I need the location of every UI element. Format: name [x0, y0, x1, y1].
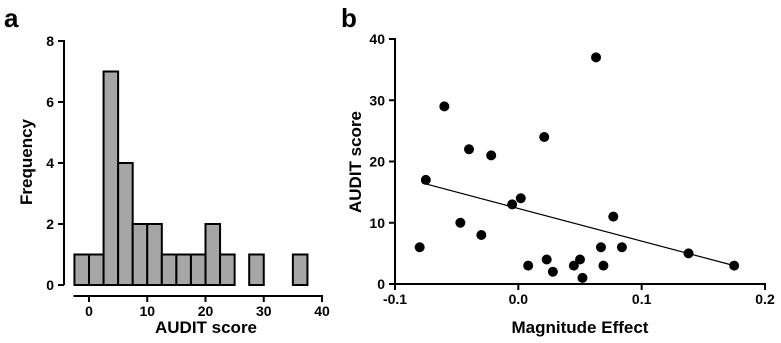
- scatter-point: [608, 211, 619, 222]
- regression-line: [421, 182, 735, 267]
- histogram-bar: [175, 253, 192, 286]
- histogram-bar: [219, 253, 236, 286]
- histogram-bar: [131, 223, 149, 286]
- panel-b-letter: b: [341, 3, 357, 33]
- scatter-point: [414, 242, 425, 253]
- scatter-point: [547, 266, 558, 277]
- histogram-y-tick-label: 8: [46, 33, 54, 49]
- scatter-point: [591, 52, 602, 63]
- scatter-y-axis-title: AUDIT score: [346, 111, 365, 213]
- scatter-point: [455, 217, 466, 228]
- histogram-x-axis-title: AUDIT score: [155, 318, 257, 337]
- histogram-y-axis-title: Frequency: [17, 118, 36, 205]
- scatter-point: [439, 101, 450, 112]
- histogram-panel: a 0 2 4 6 8 0 10 20 30 40 AUDIT score Frequency: [4, 3, 330, 337]
- histogram-bar: [291, 253, 309, 286]
- scatter-y-tick-label: 20: [369, 154, 385, 170]
- scatter-x-axis-title: Magnitude Effect: [512, 318, 649, 337]
- histogram-x-tick-label: 30: [256, 303, 272, 319]
- histogram-bar: [248, 253, 265, 286]
- scatter-point: [541, 254, 552, 265]
- scatter-point: [577, 272, 588, 283]
- histogram-bar: [102, 70, 120, 286]
- scatter-point: [616, 242, 627, 253]
- histogram-ticks: 0 2 4 6 8 0 10 20 30 40: [46, 33, 330, 319]
- scatter-point: [486, 150, 497, 161]
- scatter-ticks: 0 10 20 30 40 -0.1 0.0 0.1 0.2: [369, 31, 775, 307]
- histogram-bar: [204, 223, 222, 286]
- scatter-point: [575, 254, 585, 265]
- scatter-point: [568, 260, 579, 271]
- histogram-y-tick-label: 4: [46, 155, 54, 171]
- scatter-point: [595, 242, 606, 253]
- scatter-y-tick-label: 30: [369, 92, 385, 108]
- histogram-bar: [189, 253, 207, 286]
- histogram-y-tick-label: 6: [46, 94, 54, 110]
- histogram-y-tick-label: 0: [46, 277, 54, 293]
- histogram-x-tick-label: 40: [314, 303, 330, 319]
- histogram-x-tick-label: 10: [139, 303, 155, 319]
- scatter-y-tick-label: 40: [369, 31, 385, 47]
- scatter-fit-line: [421, 182, 735, 267]
- scatter-y-tick-label: 0: [377, 276, 385, 292]
- panel-a-letter: a: [4, 3, 19, 33]
- histogram-bar: [88, 253, 105, 286]
- histogram-x-tick-label: 20: [198, 303, 214, 319]
- scatter-x-tick-label: 0.1: [632, 291, 652, 307]
- histogram-bars: [73, 70, 309, 286]
- scatter-point: [476, 230, 487, 240]
- scatter-point: [515, 193, 526, 204]
- histogram-bar: [160, 253, 178, 286]
- scatter-point: [420, 174, 431, 185]
- scatter-x-tick-label: -0.1: [383, 291, 407, 307]
- scatter-y-tick-label: 10: [369, 215, 385, 231]
- histogram-bar: [73, 253, 90, 286]
- scatter-panel: b 0 10 20 30 40 -0.1 0.0 0.1 0.2 Magnitude Effec…: [341, 3, 775, 337]
- scatter-point: [729, 260, 740, 271]
- scatter-point: [598, 260, 609, 271]
- histogram-x-tick-label: 0: [85, 303, 93, 319]
- histogram-y-tick-label: 2: [46, 216, 54, 232]
- scatter-axes: [394, 38, 766, 285]
- scatter-points: [414, 52, 740, 283]
- scatter-point: [464, 144, 474, 155]
- scatter-point: [523, 260, 534, 271]
- histogram-bar: [146, 223, 163, 286]
- scatter-point: [683, 248, 694, 259]
- scatter-point: [507, 199, 518, 210]
- scatter-point: [539, 132, 550, 142]
- scatter-x-tick-label: 0.0: [509, 291, 529, 307]
- scatter-x-tick-label: 0.2: [755, 291, 775, 307]
- histogram-bar: [117, 162, 134, 286]
